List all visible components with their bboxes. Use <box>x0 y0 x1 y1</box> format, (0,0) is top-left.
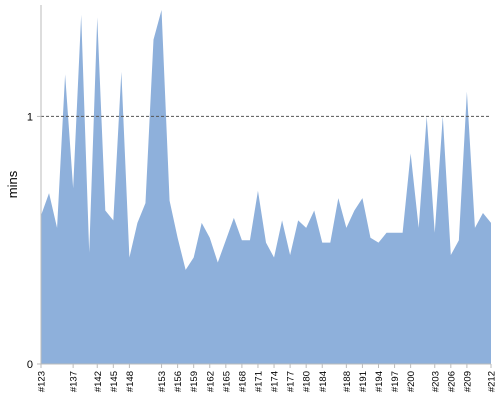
x-tick-label: #174 <box>270 371 281 392</box>
x-tick-label: #194 <box>374 371 385 392</box>
x-tick-label: #156 <box>173 371 184 392</box>
y-tick-label: 1 <box>27 111 33 123</box>
y-tick-label: 0 <box>27 359 33 371</box>
y-tick-group: 01 <box>27 111 41 371</box>
x-tick-label: #123 <box>37 371 48 392</box>
x-tick-label: #200 <box>406 371 417 392</box>
x-tick-label: #148 <box>125 371 136 392</box>
x-tick-label: #171 <box>253 371 264 392</box>
x-tick-label: #206 <box>446 371 457 392</box>
x-tick-label: #197 <box>390 371 401 392</box>
x-tick-label: #137 <box>69 371 80 392</box>
x-tick-label: #203 <box>430 371 441 392</box>
series-area <box>41 9 491 364</box>
y-axis-title: mins <box>5 170 20 198</box>
x-tick-label: #142 <box>93 371 104 392</box>
x-tick-label: #180 <box>302 371 313 392</box>
x-tick-label: #153 <box>157 371 168 392</box>
x-tick-label: #162 <box>205 371 216 392</box>
x-tick-group: #123 #137 #142 #145 #148 #153 #156 #159 #162 #165… <box>37 364 498 392</box>
x-tick-label: #184 <box>318 371 329 392</box>
x-tick-label: #159 <box>189 371 200 392</box>
x-tick-label: #168 <box>237 371 248 392</box>
x-tick-label: #177 <box>286 371 297 392</box>
x-tick-label: #191 <box>358 371 369 392</box>
x-tick-label: #212 <box>487 371 498 392</box>
x-tick-label: #165 <box>221 371 232 392</box>
x-tick-label: #188 <box>342 371 353 392</box>
x-tick-label: #145 <box>109 371 120 392</box>
x-tick-label: #209 <box>462 371 473 392</box>
